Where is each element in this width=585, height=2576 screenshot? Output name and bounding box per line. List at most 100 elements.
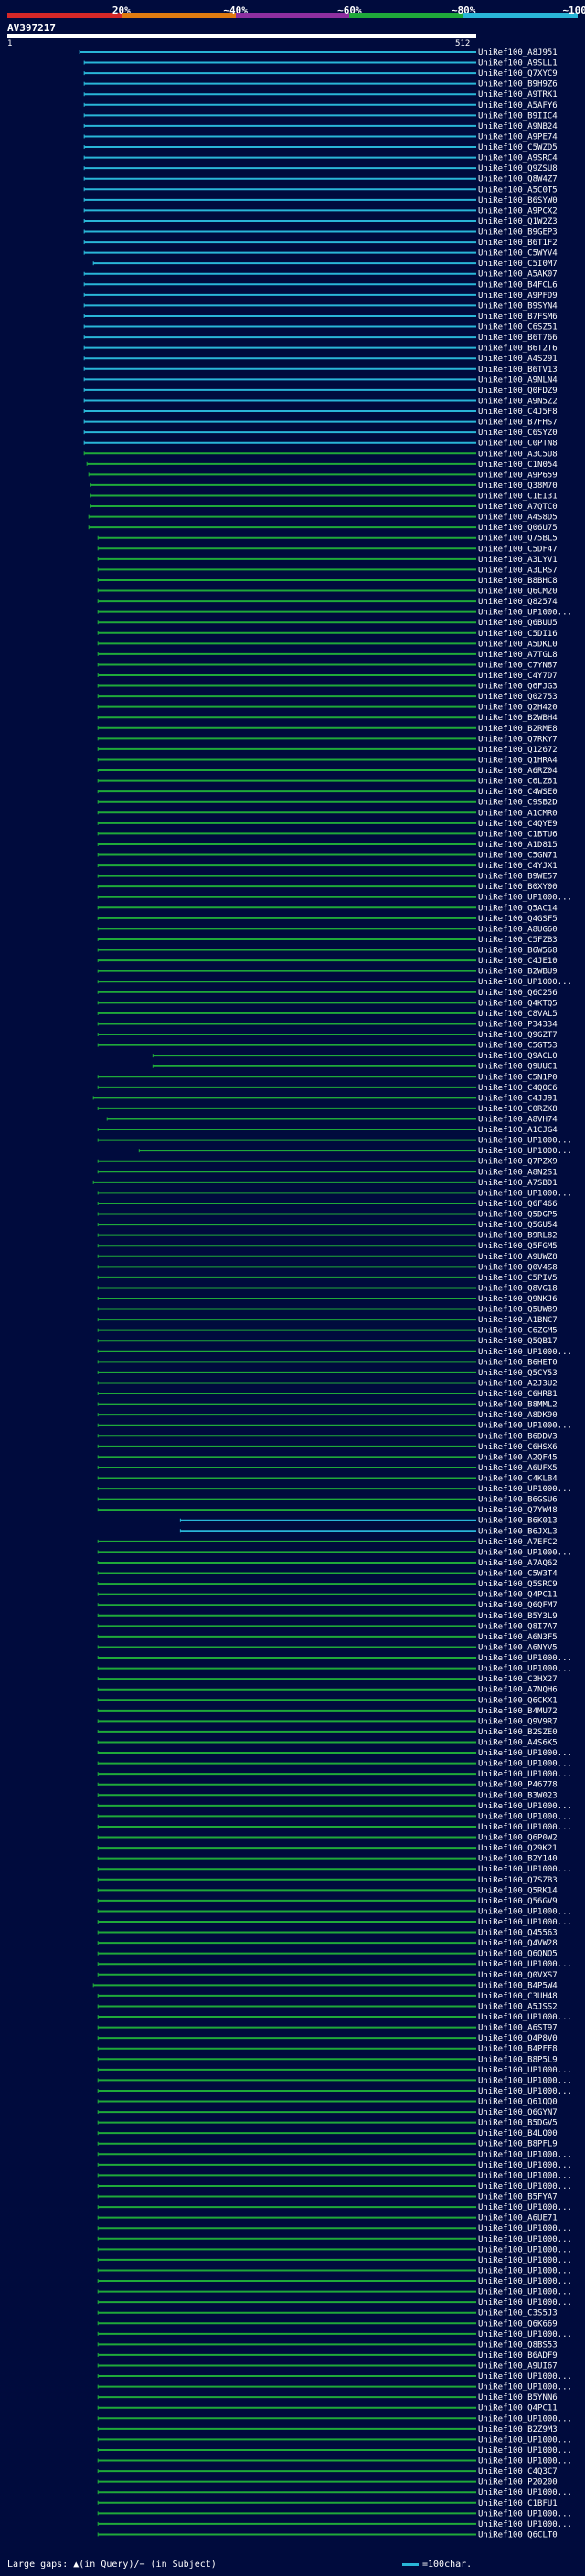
hit-label[interactable]: UniRef100_UP1000... xyxy=(478,2076,572,2085)
hit-label[interactable]: UniRef100_UP1000... xyxy=(478,1749,572,1758)
hit-label[interactable]: UniRef100_Q4VW28 xyxy=(478,1939,558,1948)
hit-label[interactable]: UniRef100_Q9UUC1 xyxy=(478,1063,558,1072)
hit-label[interactable]: UniRef100_A7TGL8 xyxy=(478,651,558,660)
hit-label[interactable]: UniRef100_UP1000... xyxy=(478,1548,572,1557)
hit-label[interactable]: UniRef100_A4S6K5 xyxy=(478,1738,558,1747)
hit-label[interactable]: UniRef100_A2J3U2 xyxy=(478,1379,558,1388)
hit-label[interactable]: UniRef100_UP1000... xyxy=(478,2203,572,2212)
hit-label[interactable]: UniRef100_A9SLL1 xyxy=(478,59,558,69)
hit-label[interactable]: UniRef100_B2WBU9 xyxy=(478,968,558,977)
hit-label[interactable]: UniRef100_Q6BUU5 xyxy=(478,619,558,628)
hit-label[interactable]: UniRef100_Q75BL5 xyxy=(478,535,558,544)
hit-label[interactable]: UniRef100_A4S8D5 xyxy=(478,514,558,523)
hit-label[interactable]: UniRef100_B6ADF9 xyxy=(478,2351,558,2360)
hit-label[interactable]: UniRef100_Q6K669 xyxy=(478,2319,558,2328)
hit-label[interactable]: UniRef100_A5DKL0 xyxy=(478,640,558,649)
hit-label[interactable]: UniRef100_Q12672 xyxy=(478,746,558,755)
hit-label[interactable]: UniRef100_C5WYV4 xyxy=(478,249,558,259)
hit-label[interactable]: UniRef100_UP1000... xyxy=(478,2446,572,2455)
hit-label[interactable]: UniRef100_UP1000... xyxy=(478,609,572,618)
hit-label[interactable]: UniRef100_Q29K21 xyxy=(478,1844,558,1853)
hit-label[interactable]: UniRef100_B9RL82 xyxy=(478,1232,558,1241)
hit-label[interactable]: UniRef100_C9SB2D xyxy=(478,799,558,808)
hit-label[interactable]: UniRef100_B2WBH4 xyxy=(478,714,558,723)
hit-label[interactable]: UniRef100_B9SYN4 xyxy=(478,302,558,311)
hit-label[interactable]: UniRef100_C5DI16 xyxy=(478,630,558,639)
hit-label[interactable]: UniRef100_Q5UW89 xyxy=(478,1306,558,1315)
hit-label[interactable]: UniRef100_B8BHC8 xyxy=(478,577,558,586)
hit-label[interactable]: UniRef100_B7FSM6 xyxy=(478,313,558,322)
hit-label[interactable]: UniRef100_Q4PC11 xyxy=(478,2404,558,2413)
hit-label[interactable]: UniRef100_UP1000... xyxy=(478,2414,572,2423)
hit-label[interactable]: UniRef100_Q82574 xyxy=(478,598,558,607)
hit-label[interactable]: UniRef100_C4Y7D7 xyxy=(478,672,558,681)
hit-label[interactable]: UniRef100_Q8W4Z7 xyxy=(478,175,558,185)
hit-label[interactable]: UniRef100_UP1000... xyxy=(478,978,572,987)
hit-label[interactable]: UniRef100_B2Z9M3 xyxy=(478,2425,558,2434)
hit-label[interactable]: UniRef100_B8MML2 xyxy=(478,1401,558,1410)
hit-label[interactable]: UniRef100_C5N1P0 xyxy=(478,1073,558,1082)
hit-label[interactable]: UniRef100_UP1000... xyxy=(478,1802,572,1811)
hit-label[interactable]: UniRef100_A7EFC2 xyxy=(478,1538,558,1547)
hit-label[interactable]: UniRef100_UP1000... xyxy=(478,1654,572,1663)
hit-label[interactable]: UniRef100_C1N054 xyxy=(478,461,558,470)
hit-label[interactable]: UniRef100_Q8BS53 xyxy=(478,2340,558,2349)
hit-label[interactable]: UniRef100_UP1000... xyxy=(478,1189,572,1198)
hit-label[interactable]: UniRef100_A5JSS2 xyxy=(478,2002,558,2011)
hit-label[interactable]: UniRef100_C4KLB4 xyxy=(478,1475,558,1484)
hit-label[interactable]: UniRef100_Q1W2Z3 xyxy=(478,217,558,227)
hit-label[interactable]: UniRef100_Q4PC11 xyxy=(478,1591,558,1600)
hit-label[interactable]: UniRef100_C4Q3C7 xyxy=(478,2467,558,2476)
hit-label[interactable]: UniRef100_B6T2T6 xyxy=(478,345,558,354)
hit-label[interactable]: UniRef100_B5YNN6 xyxy=(478,2393,558,2402)
hit-label[interactable]: UniRef100_C4QOC6 xyxy=(478,1084,558,1093)
hit-label[interactable]: UniRef100_Q1HRA4 xyxy=(478,756,558,765)
hit-label[interactable]: UniRef100_C0RZK8 xyxy=(478,1105,558,1114)
hit-label[interactable]: UniRef100_UP1000... xyxy=(478,1865,572,1874)
hit-label[interactable]: UniRef100_UP1000... xyxy=(478,894,572,903)
hit-label[interactable]: UniRef100_A9PFD9 xyxy=(478,292,558,301)
hit-label[interactable]: UniRef100_UP1000... xyxy=(478,2330,572,2339)
hit-label[interactable]: UniRef100_A9NLN4 xyxy=(478,376,558,385)
hit-label[interactable]: UniRef100_C5W3T4 xyxy=(478,1570,558,1579)
hit-label[interactable]: UniRef100_Q4P8V0 xyxy=(478,2034,558,2043)
hit-label[interactable]: UniRef100_A6N3F5 xyxy=(478,1633,558,1642)
hit-label[interactable]: UniRef100_Q7SZB3 xyxy=(478,1876,558,1885)
hit-label[interactable]: UniRef100_UP1000... xyxy=(478,2457,572,2466)
hit-label[interactable]: UniRef100_B3W023 xyxy=(478,1791,558,1800)
hit-label[interactable]: UniRef100_UP1000... xyxy=(478,2150,572,2159)
hit-label[interactable]: UniRef100_Q6GYN7 xyxy=(478,2108,558,2117)
hit-label[interactable]: UniRef100_Q9ACL0 xyxy=(478,1052,558,1061)
hit-label[interactable]: UniRef100_B9WE57 xyxy=(478,873,558,882)
hit-label[interactable]: UniRef100_C4YJX1 xyxy=(478,862,558,871)
hit-label[interactable]: UniRef100_Q5SRC9 xyxy=(478,1580,558,1589)
hit-label[interactable]: UniRef100_B8P5L9 xyxy=(478,2055,558,2064)
hit-label[interactable]: UniRef100_A6RZ04 xyxy=(478,767,558,776)
hit-label[interactable]: UniRef100_A9PCX2 xyxy=(478,207,558,216)
hit-label[interactable]: UniRef100_C6ZGM5 xyxy=(478,1327,558,1336)
hit-label[interactable]: UniRef100_Q5AC14 xyxy=(478,904,558,913)
hit-label[interactable]: UniRef100_A8VH74 xyxy=(478,1115,558,1124)
hit-label[interactable]: UniRef100_B6K013 xyxy=(478,1517,558,1526)
hit-label[interactable]: UniRef100_UP1000... xyxy=(478,2372,572,2381)
hit-label[interactable]: UniRef100_A7QTC0 xyxy=(478,503,558,512)
hit-label[interactable]: UniRef100_Q6CM20 xyxy=(478,588,558,597)
hit-label[interactable]: UniRef100_Q56GV9 xyxy=(478,1897,558,1906)
hit-label[interactable]: UniRef100_B9GEP3 xyxy=(478,228,558,238)
hit-label[interactable]: UniRef100_B6GSU6 xyxy=(478,1496,558,1505)
hit-label[interactable]: UniRef100_UP1000... xyxy=(478,2383,572,2392)
hit-label[interactable]: UniRef100_Q6CLT0 xyxy=(478,2530,558,2539)
hit-label[interactable]: UniRef100_UP1000... xyxy=(478,2277,572,2286)
hit-label[interactable]: UniRef100_Q5FGM5 xyxy=(478,1242,558,1251)
hit-label[interactable]: UniRef100_C3S5J3 xyxy=(478,2309,558,2318)
hit-label[interactable]: UniRef100_A8N2S1 xyxy=(478,1168,558,1177)
hit-label[interactable]: UniRef100_UP1000... xyxy=(478,1770,572,1779)
hit-label[interactable]: UniRef100_UP1000... xyxy=(478,1348,572,1357)
hit-label[interactable]: UniRef100_A6NYV5 xyxy=(478,1643,558,1652)
hit-label[interactable]: UniRef100_C5PIV5 xyxy=(478,1274,558,1283)
hit-label[interactable]: UniRef100_B6SYW0 xyxy=(478,196,558,206)
hit-label[interactable]: UniRef100_B4LQ00 xyxy=(478,2129,558,2138)
hit-label[interactable]: UniRef100_C5GT53 xyxy=(478,1042,558,1051)
hit-label[interactable]: UniRef100_Q06U75 xyxy=(478,524,558,533)
hit-label[interactable]: UniRef100_UP1000... xyxy=(478,2171,572,2180)
